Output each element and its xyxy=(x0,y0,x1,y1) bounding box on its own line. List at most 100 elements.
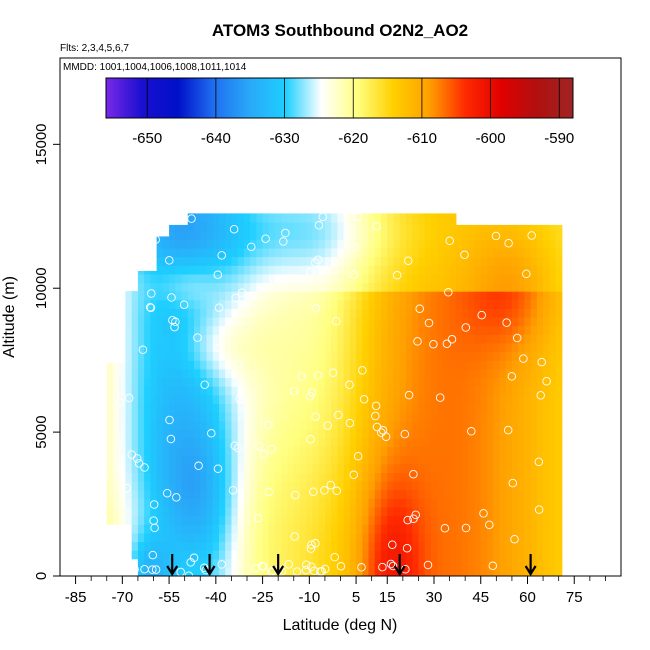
heatmap-cell xyxy=(343,334,351,344)
heatmap-cell xyxy=(200,403,208,413)
heatmap-cell xyxy=(555,420,563,430)
heatmap-cell xyxy=(368,239,376,249)
heatmap-cell xyxy=(381,541,388,551)
heatmap-cell xyxy=(518,265,525,275)
heatmap-cell xyxy=(381,256,388,266)
heatmap-cell xyxy=(312,394,320,404)
heatmap-cell xyxy=(524,386,532,396)
heatmap-cell xyxy=(312,411,320,422)
heatmap-cell xyxy=(374,273,382,284)
heatmap-cell xyxy=(306,463,314,473)
heatmap-cell xyxy=(287,524,295,534)
heatmap-cell xyxy=(112,368,120,379)
heatmap-cell xyxy=(430,446,438,456)
profile-arrow-head xyxy=(393,565,406,577)
heatmap-cell xyxy=(474,317,482,327)
heatmap-cell xyxy=(424,325,432,335)
heatmap-cell xyxy=(362,351,370,361)
heatmap-cell xyxy=(287,334,295,344)
heatmap-cell xyxy=(287,317,295,327)
heatmap-cell xyxy=(162,524,170,534)
heatmap-cell xyxy=(287,437,295,448)
heatmap-cell xyxy=(549,498,557,508)
heatmap-cell xyxy=(356,334,363,344)
heatmap-cell xyxy=(194,558,201,568)
heatmap-cell xyxy=(318,386,326,396)
heatmap-cell xyxy=(524,403,532,413)
heatmap-cell xyxy=(505,224,513,232)
y-tick-label: 10000 xyxy=(33,267,50,309)
x-axis: -85 -70 -55 -40 -25 -10 5 15 30 45 60 75 xyxy=(65,576,606,606)
observation-point xyxy=(307,562,316,571)
heatmap-cell xyxy=(181,265,189,275)
heatmap-cell xyxy=(349,256,357,266)
heatmap-cell xyxy=(455,273,463,284)
heatmap-cell xyxy=(175,265,183,275)
heatmap-cell xyxy=(443,463,451,473)
heatmap-cell xyxy=(418,567,426,576)
heatmap-cell xyxy=(212,541,220,551)
heatmap-cell xyxy=(250,515,257,525)
heatmap-cell xyxy=(530,463,538,473)
heatmap-cell xyxy=(499,463,507,473)
heatmap-cell xyxy=(543,489,550,499)
heatmap-cell xyxy=(225,532,233,543)
heatmap-cell xyxy=(486,550,494,560)
heatmap-cell xyxy=(131,403,139,413)
heatmap-cell xyxy=(125,515,133,525)
heatmap-cell xyxy=(169,515,176,525)
heatmap-cell xyxy=(175,455,183,465)
heatmap-cell xyxy=(524,446,532,456)
heatmap-cell xyxy=(555,386,563,396)
heatmap-cell xyxy=(119,403,127,413)
heatmap-cell xyxy=(318,411,326,422)
heatmap-cell xyxy=(312,455,320,465)
heatmap-cell xyxy=(237,541,245,551)
heatmap-cell xyxy=(106,368,114,379)
heatmap-cell xyxy=(362,463,370,473)
heatmap-cell xyxy=(362,342,370,353)
heatmap-cell xyxy=(424,256,432,266)
heatmap-cell xyxy=(331,230,338,240)
heatmap-cell xyxy=(505,394,513,404)
heatmap-cell xyxy=(225,515,233,525)
heatmap-cell xyxy=(412,273,420,284)
heatmap-cell xyxy=(437,386,444,396)
colorbar-tick-label: -650 xyxy=(132,130,162,147)
heatmap-cell xyxy=(250,230,257,240)
heatmap-cell xyxy=(499,567,507,576)
heatmap-cell xyxy=(412,360,420,370)
heatmap-cell xyxy=(162,532,170,543)
heatmap-cell xyxy=(399,377,407,387)
heatmap-cell xyxy=(218,524,226,534)
heatmap-cell xyxy=(399,299,407,309)
heatmap-cell xyxy=(293,437,301,448)
heatmap-cell xyxy=(331,463,338,473)
heatmap-cell xyxy=(275,446,282,456)
heatmap-cell xyxy=(499,489,507,499)
heatmap-cell xyxy=(343,342,351,353)
heatmap-cell xyxy=(443,506,451,517)
heatmap-cell xyxy=(524,317,532,327)
heatmap-cell xyxy=(387,360,395,370)
heatmap-cell xyxy=(455,403,463,413)
heatmap-cell xyxy=(144,403,151,413)
heatmap-cell xyxy=(543,265,550,275)
heatmap-cell xyxy=(362,524,370,534)
heatmap-cell xyxy=(250,291,257,301)
heatmap-cell xyxy=(200,429,208,439)
heatmap-cell xyxy=(137,472,145,482)
heatmap-cell xyxy=(331,446,338,456)
heatmap-cell xyxy=(449,239,457,249)
heatmap-cell xyxy=(331,368,338,379)
heatmap-cell xyxy=(480,317,488,327)
heatmap-cell xyxy=(312,308,320,318)
heatmap-cell xyxy=(218,377,226,387)
heatmap-cell xyxy=(449,429,457,439)
heatmap-cell xyxy=(511,524,519,534)
heatmap-cell xyxy=(430,308,438,318)
heatmap-cell xyxy=(156,455,164,465)
heatmap-cell xyxy=(337,291,345,301)
heatmap-cell xyxy=(536,455,544,465)
